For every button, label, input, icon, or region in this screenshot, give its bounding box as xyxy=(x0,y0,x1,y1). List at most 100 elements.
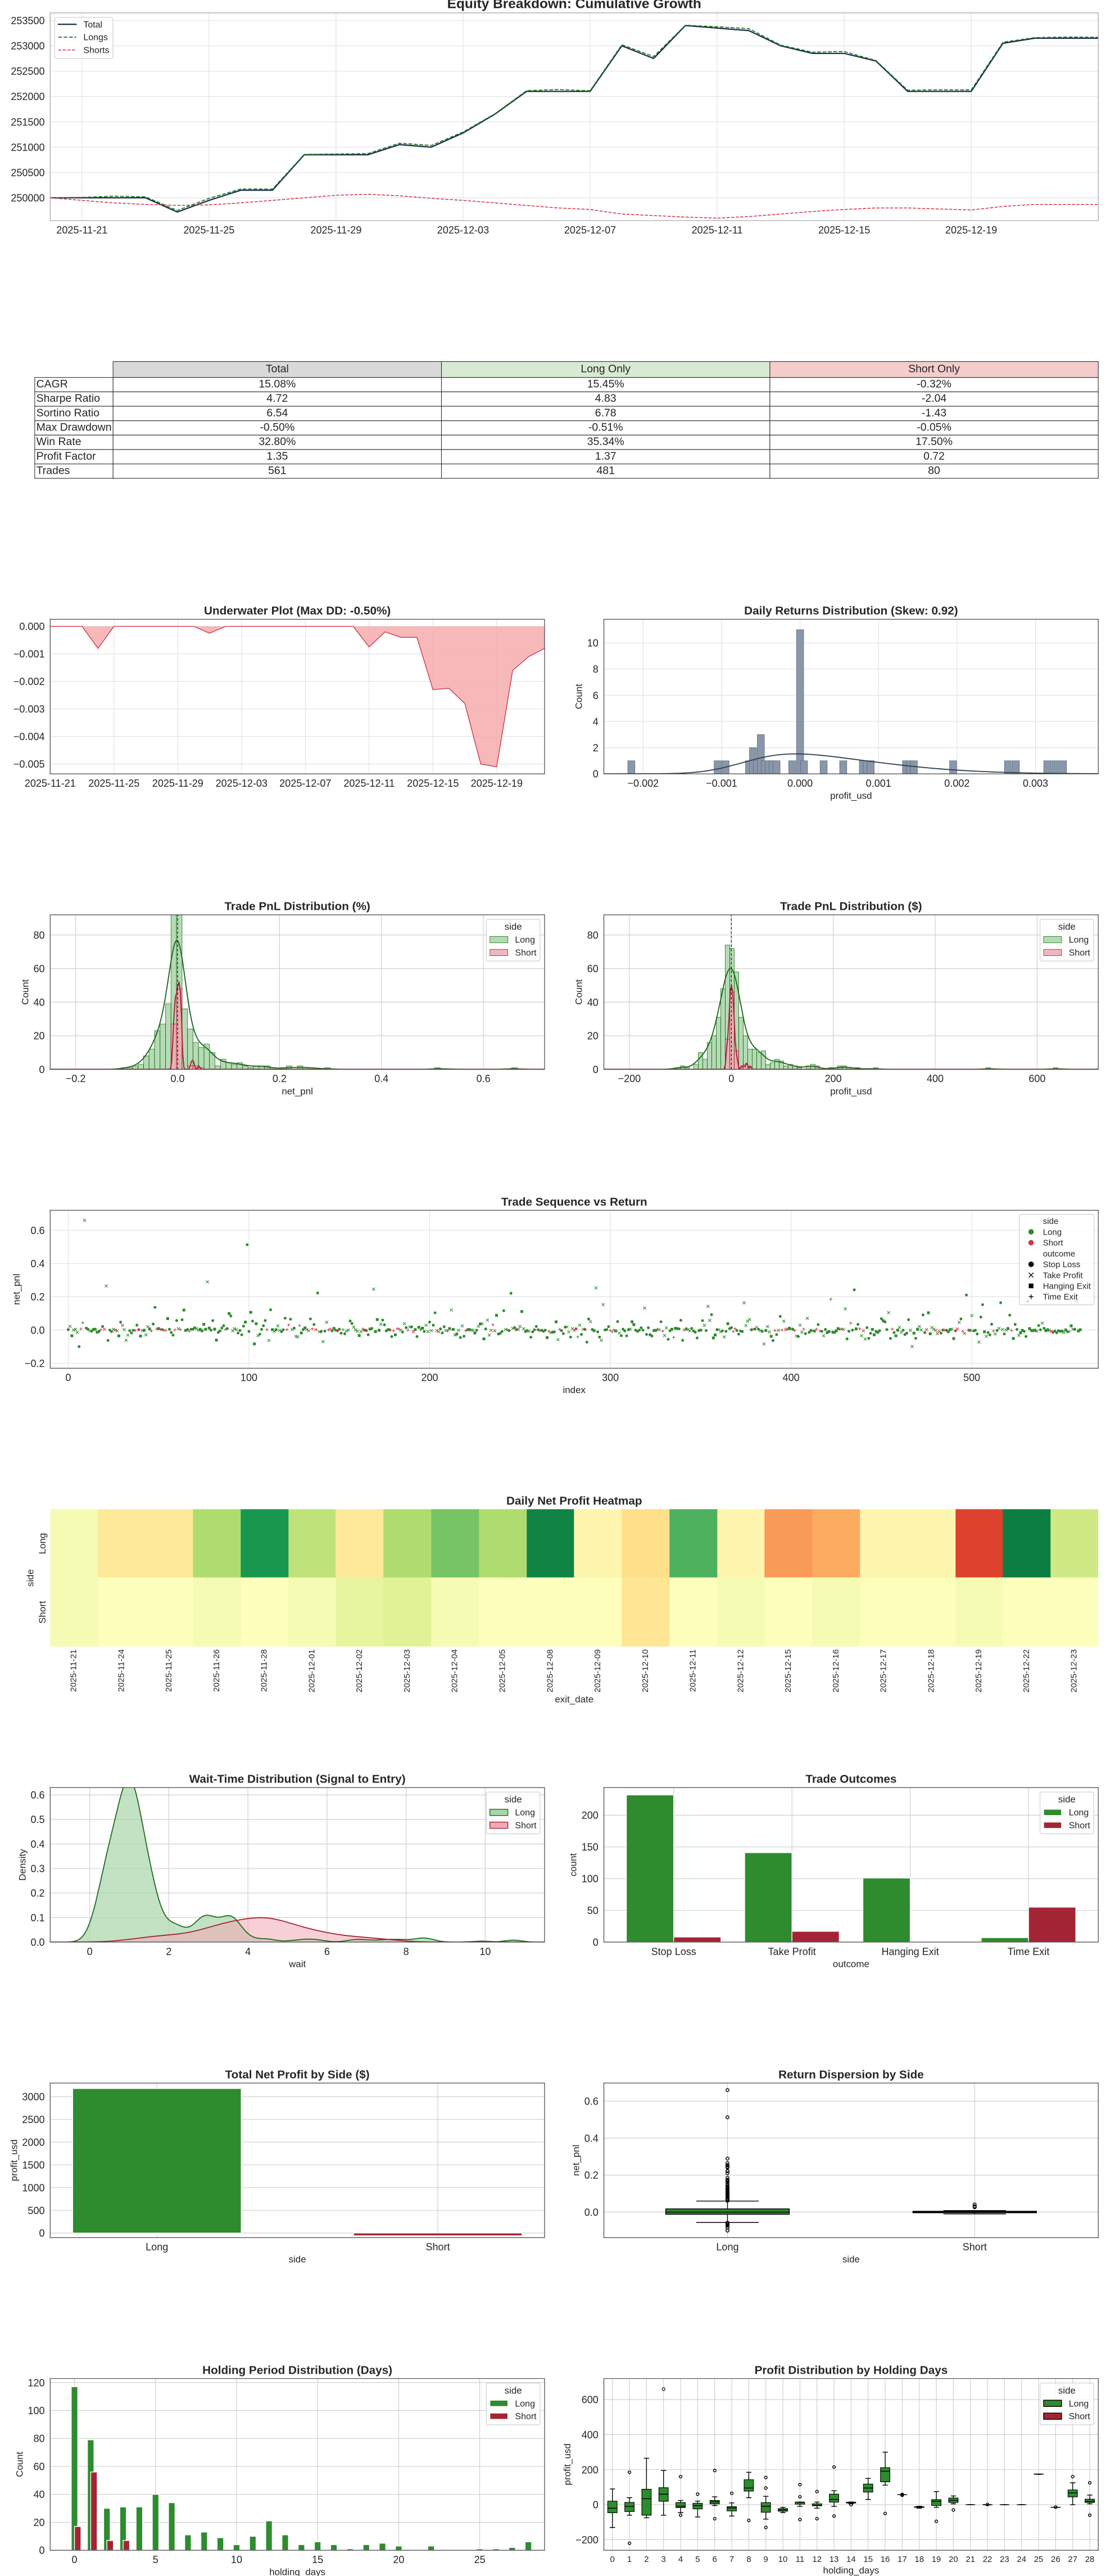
svg-text:0.72: 0.72 xyxy=(923,450,945,462)
svg-text:6: 6 xyxy=(324,1946,330,1957)
svg-text:Wait-Time Distribution (Signal: Wait-Time Distribution (Signal to Entry) xyxy=(189,1773,406,1786)
svg-text:400: 400 xyxy=(927,1073,944,1085)
svg-text:2025-12-10: 2025-12-10 xyxy=(641,1649,650,1693)
svg-text:4: 4 xyxy=(245,1946,251,1957)
svg-text:Take Profit: Take Profit xyxy=(768,1946,816,1957)
svg-text:100: 100 xyxy=(241,1372,257,1384)
svg-text:side: side xyxy=(505,1794,522,1805)
svg-text:0.5: 0.5 xyxy=(30,1814,44,1825)
svg-text:11: 11 xyxy=(796,2555,805,2564)
svg-text:8: 8 xyxy=(593,664,599,675)
svg-text:Total: Total xyxy=(266,363,289,375)
svg-text:Total: Total xyxy=(83,20,102,30)
svg-text:80: 80 xyxy=(33,2433,44,2445)
svg-text:6: 6 xyxy=(593,690,599,701)
svg-text:2025-12-16: 2025-12-16 xyxy=(831,1649,841,1693)
svg-text:side: side xyxy=(1058,2385,1076,2396)
svg-text:0: 0 xyxy=(87,1946,93,1957)
svg-text:0.2: 0.2 xyxy=(30,1291,44,1303)
svg-text:0.6: 0.6 xyxy=(584,2096,599,2107)
svg-text:2500: 2500 xyxy=(22,2114,44,2125)
svg-text:Hanging Exit: Hanging Exit xyxy=(1043,1282,1091,1291)
svg-text:side: side xyxy=(25,1569,36,1586)
svg-text:2025-12-17: 2025-12-17 xyxy=(879,1649,889,1693)
svg-text:1000: 1000 xyxy=(22,2182,44,2193)
svg-text:profit_usd: profit_usd xyxy=(830,790,872,801)
svg-text:20: 20 xyxy=(587,1031,599,1042)
svg-text:Profit Factor: Profit Factor xyxy=(37,450,96,462)
svg-text:200: 200 xyxy=(582,2464,599,2475)
svg-text:0.4: 0.4 xyxy=(30,1258,44,1269)
svg-text:20: 20 xyxy=(33,2517,44,2528)
svg-text:481: 481 xyxy=(596,464,614,477)
svg-text:side: side xyxy=(842,2254,860,2265)
svg-text:Long Only: Long Only xyxy=(581,363,631,375)
svg-text:Trades: Trades xyxy=(37,464,70,477)
svg-text:25: 25 xyxy=(1034,2555,1044,2564)
svg-text:Total Net Profit by Side ($): Total Net Profit by Side ($) xyxy=(225,2068,370,2081)
svg-text:500: 500 xyxy=(28,2205,44,2216)
svg-text:1.35: 1.35 xyxy=(266,450,288,462)
svg-text:0: 0 xyxy=(72,2554,78,2565)
svg-text:Short: Short xyxy=(1069,1821,1091,1831)
svg-text:Long: Long xyxy=(1069,2399,1089,2409)
svg-text:25: 25 xyxy=(474,2554,486,2565)
svg-text:Win Rate: Win Rate xyxy=(37,436,81,448)
svg-text:2025-12-15: 2025-12-15 xyxy=(783,1649,793,1693)
svg-text:100: 100 xyxy=(582,1874,599,1885)
svg-text:2025-12-19: 2025-12-19 xyxy=(974,1649,983,1693)
svg-text:2025-12-23: 2025-12-23 xyxy=(1069,1649,1079,1693)
svg-text:2025-12-01: 2025-12-01 xyxy=(307,1649,316,1693)
svg-text:2025-12-03: 2025-12-03 xyxy=(216,778,268,789)
svg-text:outcome: outcome xyxy=(833,1958,869,1969)
svg-text:2025-11-25: 2025-11-25 xyxy=(88,778,139,789)
svg-text:14: 14 xyxy=(846,2555,856,2564)
svg-text:0.4: 0.4 xyxy=(374,1073,388,1085)
svg-text:Trade Sequence vs Return: Trade Sequence vs Return xyxy=(501,1195,647,1208)
svg-text:10: 10 xyxy=(587,638,599,649)
svg-text:−200: −200 xyxy=(618,1073,641,1085)
svg-text:15: 15 xyxy=(312,2554,323,2565)
svg-text:2025-12-11: 2025-12-11 xyxy=(343,778,395,789)
svg-text:10: 10 xyxy=(778,2555,788,2564)
svg-text:561: 561 xyxy=(268,464,286,477)
svg-text:300: 300 xyxy=(602,1372,619,1384)
svg-text:Count: Count xyxy=(14,2451,25,2477)
svg-text:−0.004: −0.004 xyxy=(13,731,45,742)
svg-text:0.001: 0.001 xyxy=(866,778,891,789)
svg-text:0: 0 xyxy=(65,1372,71,1384)
svg-text:Sortino Ratio: Sortino Ratio xyxy=(37,407,99,419)
svg-text:120: 120 xyxy=(28,2377,44,2388)
svg-text:0.0: 0.0 xyxy=(170,1073,184,1085)
svg-text:profit_usd: profit_usd xyxy=(8,2139,19,2181)
svg-text:0.2: 0.2 xyxy=(30,1888,44,1899)
svg-text:0.002: 0.002 xyxy=(944,778,969,789)
svg-text:15: 15 xyxy=(863,2555,873,2564)
svg-text:20: 20 xyxy=(33,1031,44,1042)
svg-text:-0.51%: -0.51% xyxy=(588,421,623,433)
svg-text:2025-12-02: 2025-12-02 xyxy=(355,1649,364,1693)
svg-text:6.78: 6.78 xyxy=(595,407,617,419)
svg-text:15.45%: 15.45% xyxy=(587,378,624,391)
svg-text:4: 4 xyxy=(593,716,599,727)
svg-text:-2.04: -2.04 xyxy=(922,392,946,405)
svg-text:-0.05%: -0.05% xyxy=(917,421,951,433)
svg-text:22: 22 xyxy=(983,2555,992,2564)
svg-text:40: 40 xyxy=(587,997,599,1008)
svg-text:400: 400 xyxy=(582,2429,599,2441)
svg-text:0: 0 xyxy=(39,2545,45,2556)
svg-text:2025-12-03: 2025-12-03 xyxy=(402,1649,412,1693)
svg-text:Trade PnL Distribution (%): Trade PnL Distribution (%) xyxy=(224,900,370,913)
svg-text:Trade Outcomes: Trade Outcomes xyxy=(805,1773,896,1786)
svg-text:0: 0 xyxy=(593,2500,599,2511)
svg-text:400: 400 xyxy=(783,1372,800,1384)
svg-text:9: 9 xyxy=(764,2555,768,2564)
svg-text:2025-12-12: 2025-12-12 xyxy=(736,1649,745,1693)
svg-text:−0.001: −0.001 xyxy=(13,648,45,660)
svg-text:Long: Long xyxy=(1069,936,1089,945)
svg-text:side: side xyxy=(1058,922,1076,932)
svg-text:0.000: 0.000 xyxy=(19,621,44,632)
svg-text:0: 0 xyxy=(593,1064,599,1075)
svg-text:500: 500 xyxy=(963,1372,980,1384)
svg-text:Trade PnL Distribution ($): Trade PnL Distribution ($) xyxy=(780,900,922,913)
